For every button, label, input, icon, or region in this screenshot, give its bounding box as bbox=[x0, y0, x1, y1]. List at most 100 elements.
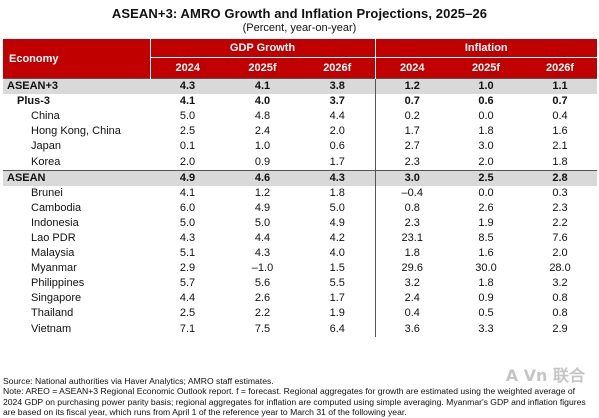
inflation-value: 2.0 bbox=[478, 155, 494, 168]
inflation-value: 0.8 bbox=[552, 307, 568, 320]
gdp-growth-value: 2.5 bbox=[179, 125, 196, 138]
inflation-value: 0.9 bbox=[478, 292, 494, 305]
economy-name: ASEAN bbox=[3, 169, 150, 186]
table-row: Hong Kong, China 2.5 2.4 2.0 1.7 1.8 1.6 bbox=[3, 124, 597, 140]
inflation-value: 2.7 bbox=[374, 139, 450, 155]
table-body: ASEAN+3 4.3 4.1 3.8 1.2 1.0 1.1 Plus-3 4.1 4.0 3.7… bbox=[3, 78, 598, 337]
gdp-growth-value: 1.5 bbox=[329, 262, 345, 275]
economy-name: Myanmar bbox=[31, 262, 77, 275]
gdp-growth-value: 4.4 bbox=[179, 292, 196, 305]
inflation-value: 2.9 bbox=[552, 322, 568, 335]
table-row: Korea 2.0 0.9 1.7 2.3 2.0 1.8 bbox=[3, 154, 597, 171]
inflation-value: 2.2 bbox=[552, 216, 568, 229]
inflation-value: 0.2 bbox=[374, 109, 450, 125]
gdp-growth-value: 3.7 bbox=[329, 95, 345, 108]
year-header: 2026f bbox=[300, 57, 376, 79]
gdp-growth-value: 0.6 bbox=[329, 140, 345, 153]
inflation-value: 3.2 bbox=[374, 276, 450, 292]
table-row: ASEAN 4.9 4.6 4.3 3.0 2.5 2.8 bbox=[3, 169, 598, 186]
inflation-value: –0.4 bbox=[374, 185, 450, 201]
gdp-growth-value: –1.0 bbox=[251, 262, 274, 275]
economy-name: ASEAN+3 bbox=[3, 78, 150, 95]
economy-name: Korea bbox=[31, 155, 61, 168]
gdp-growth-value: 4.0 bbox=[329, 247, 345, 260]
economy-name: Indonesia bbox=[31, 216, 79, 229]
gdp-growth-value: 4.2 bbox=[329, 231, 345, 244]
inflation-value: 3.0 bbox=[374, 169, 450, 186]
table-row: Lao PDR 4.3 4.4 4.2 23.1 8.5 7.6 bbox=[3, 230, 597, 247]
watermark: A Vn 联合 bbox=[505, 366, 585, 385]
source-note: Source: National authorities via Haver A… bbox=[3, 376, 274, 386]
inflation-value: 1.6 bbox=[478, 247, 494, 260]
inflation-value: 2.3 bbox=[374, 215, 450, 231]
gdp-growth-value: 5.7 bbox=[179, 277, 196, 290]
inflation-value: 1.8 bbox=[478, 277, 494, 290]
inflation-value: 1.9 bbox=[478, 216, 494, 229]
inflation-value: 1.8 bbox=[478, 125, 494, 138]
inflation-value: 2.8 bbox=[523, 169, 598, 186]
inflation-value: 1.6 bbox=[552, 125, 568, 138]
projections-table: Economy GDP Growth Inflation 2024 2025f … bbox=[3, 39, 598, 337]
inflation-value: 2.0 bbox=[552, 247, 568, 260]
economy-name: Vietnam bbox=[31, 322, 72, 335]
inflation-value: 0.8 bbox=[374, 200, 450, 216]
economy-name: Hong Kong, China bbox=[31, 125, 121, 138]
gdp-growth-value: 4.9 bbox=[329, 216, 345, 229]
inflation-value: 0.6 bbox=[478, 95, 494, 108]
inflation-value: 1.2 bbox=[374, 78, 450, 95]
methodology-note: Note: AREO = ASEAN+3 Regional Economic O… bbox=[3, 386, 586, 417]
inflation-value: 2.3 bbox=[374, 154, 450, 171]
inflation-value: 0.8 bbox=[552, 292, 568, 305]
inflation-value: 7.6 bbox=[552, 231, 568, 244]
inflation-value: 2.5 bbox=[449, 169, 524, 186]
gdp-growth-value: 5.0 bbox=[254, 216, 271, 229]
inflation-value: 2.4 bbox=[374, 291, 450, 307]
gdp-growth-value: 6.0 bbox=[179, 201, 196, 214]
table-row: Brunei 4.1 1.2 1.8 –0.4 0.0 0.3 bbox=[3, 185, 597, 201]
inflation-value: 3.6 bbox=[374, 321, 450, 337]
inflation-value: 3.0 bbox=[478, 140, 494, 153]
gdp-growth-value: 1.2 bbox=[254, 186, 271, 199]
gdp-growth-value: 2.0 bbox=[179, 155, 196, 168]
gdp-growth-value: 5.1 bbox=[179, 247, 196, 260]
inflation-value: 3.2 bbox=[552, 277, 568, 290]
gdp-growth-value: 1.7 bbox=[329, 292, 345, 305]
table-title: ASEAN+3: AMRO Growth and Inflation Proje… bbox=[111, 6, 488, 21]
inflation-value: 0.5 bbox=[478, 307, 494, 320]
gdp-growth-value: 4.8 bbox=[254, 110, 271, 123]
gdp-growth-value: 5.6 bbox=[254, 277, 271, 290]
gdp-growth-value: 1.8 bbox=[329, 186, 345, 199]
gdp-growth-value: 4.9 bbox=[254, 201, 271, 214]
table-row: Plus-3 4.1 4.0 3.7 0.7 0.6 0.7 bbox=[3, 94, 597, 110]
economy-name: Brunei bbox=[31, 186, 63, 199]
inflation-value: 1.0 bbox=[449, 78, 524, 95]
table-row: Vietnam 7.1 7.5 6.4 3.6 3.3 2.9 bbox=[3, 321, 597, 337]
gdp-growth-value: 4.3 bbox=[179, 231, 196, 244]
inflation-value: 2.1 bbox=[552, 140, 568, 153]
gdp-growth-value: 1.7 bbox=[329, 155, 345, 168]
inflation-value: 30.0 bbox=[475, 262, 497, 275]
table-row: Cambodia 6.0 4.9 5.0 0.8 2.6 2.3 bbox=[3, 200, 597, 216]
year-header: 2025f bbox=[225, 57, 300, 79]
inflation-value: 0.7 bbox=[552, 95, 568, 108]
economy-header: Economy bbox=[3, 39, 150, 79]
economy-name: Plus-3 bbox=[17, 95, 51, 108]
gdp-growth-value: 4.3 bbox=[150, 78, 225, 95]
table-row: Singapore 4.4 2.6 1.7 2.4 0.9 0.8 bbox=[3, 291, 597, 307]
gdp-growth-value: 2.6 bbox=[254, 292, 271, 305]
economy-name: Lao PDR bbox=[31, 231, 76, 244]
economy-name: Japan bbox=[31, 140, 61, 153]
gdp-growth-value: 1.9 bbox=[329, 307, 345, 320]
inflation-value: 0.4 bbox=[552, 110, 568, 123]
economy-name: Philippines bbox=[31, 277, 85, 290]
inflation-value: 1.8 bbox=[552, 155, 568, 168]
gdp-growth-value: 4.4 bbox=[329, 110, 345, 123]
gdp-growth-value: 7.5 bbox=[254, 322, 271, 335]
year-header: 2026f bbox=[523, 57, 598, 79]
inflation-value: 0.0 bbox=[478, 110, 494, 123]
gdp-growth-value: 2.0 bbox=[329, 125, 345, 138]
table-row: Japan 0.1 1.0 0.6 2.7 3.0 2.1 bbox=[3, 139, 597, 155]
year-header: 2024 bbox=[149, 57, 225, 79]
table-row: China 5.0 4.8 4.4 0.2 0.0 0.4 bbox=[3, 109, 597, 125]
gdp-growth-value: 2.9 bbox=[179, 262, 196, 275]
